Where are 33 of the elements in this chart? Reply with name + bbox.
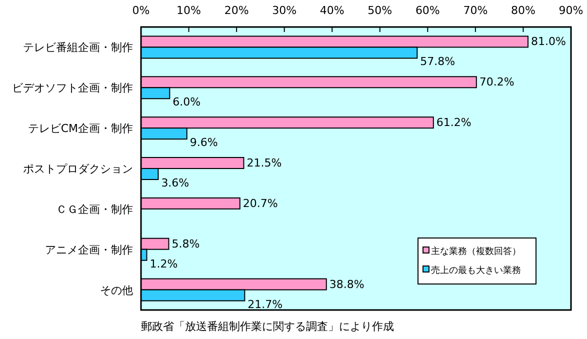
data-label: 70.2% (479, 76, 514, 89)
y-tick-label: テレビCM企画・制作 (28, 122, 133, 136)
x-tick-label: 80% (510, 4, 536, 17)
y-tick-label: ビデオソフト企画・制作 (12, 82, 133, 95)
data-label: 57.8% (420, 55, 456, 68)
y-tick-label: その他 (100, 284, 133, 297)
x-tick-label: 0% (132, 4, 150, 17)
data-label: 20.7% (242, 196, 278, 210)
y-tick-label: ポストプロダクション (23, 162, 133, 176)
data-label: 1.2% (150, 257, 178, 270)
x-tick-label: 20% (224, 4, 249, 17)
data-label: 61.2% (436, 116, 472, 130)
x-tick-label: 60% (415, 4, 440, 17)
x-tick-label: 90% (558, 4, 584, 17)
x-tick-label: 50% (368, 4, 392, 17)
x-tick-label: 30% (272, 4, 297, 17)
data-label: 3.6% (161, 176, 190, 190)
x-tick-label: 70% (463, 4, 488, 17)
legend-label: 主な業務（複数回答） (431, 246, 521, 257)
text: 郵政省「放送番組制作業に関する調査」により作成 (141, 320, 394, 333)
data-label: 81.0% (531, 35, 566, 48)
data-label: 21.7% (248, 298, 283, 311)
y-tick-label: テレビ番組企画・制作 (23, 41, 133, 54)
data-label: 21.5% (246, 156, 282, 170)
legend-label: 売上の最も大きい業務 (431, 265, 521, 276)
x-tick-label: 40% (320, 4, 344, 17)
y-tick-label: アニメ企画・制作 (45, 243, 133, 256)
data-label: 9.6% (190, 136, 218, 150)
y-tick-label: ＣＧ企画・制作 (56, 202, 133, 216)
x-tick-label: 10% (176, 4, 202, 17)
data-label: 38.8% (329, 278, 364, 291)
data-label: 6.0% (172, 96, 201, 109)
data-label: 5.8% (172, 237, 200, 250)
